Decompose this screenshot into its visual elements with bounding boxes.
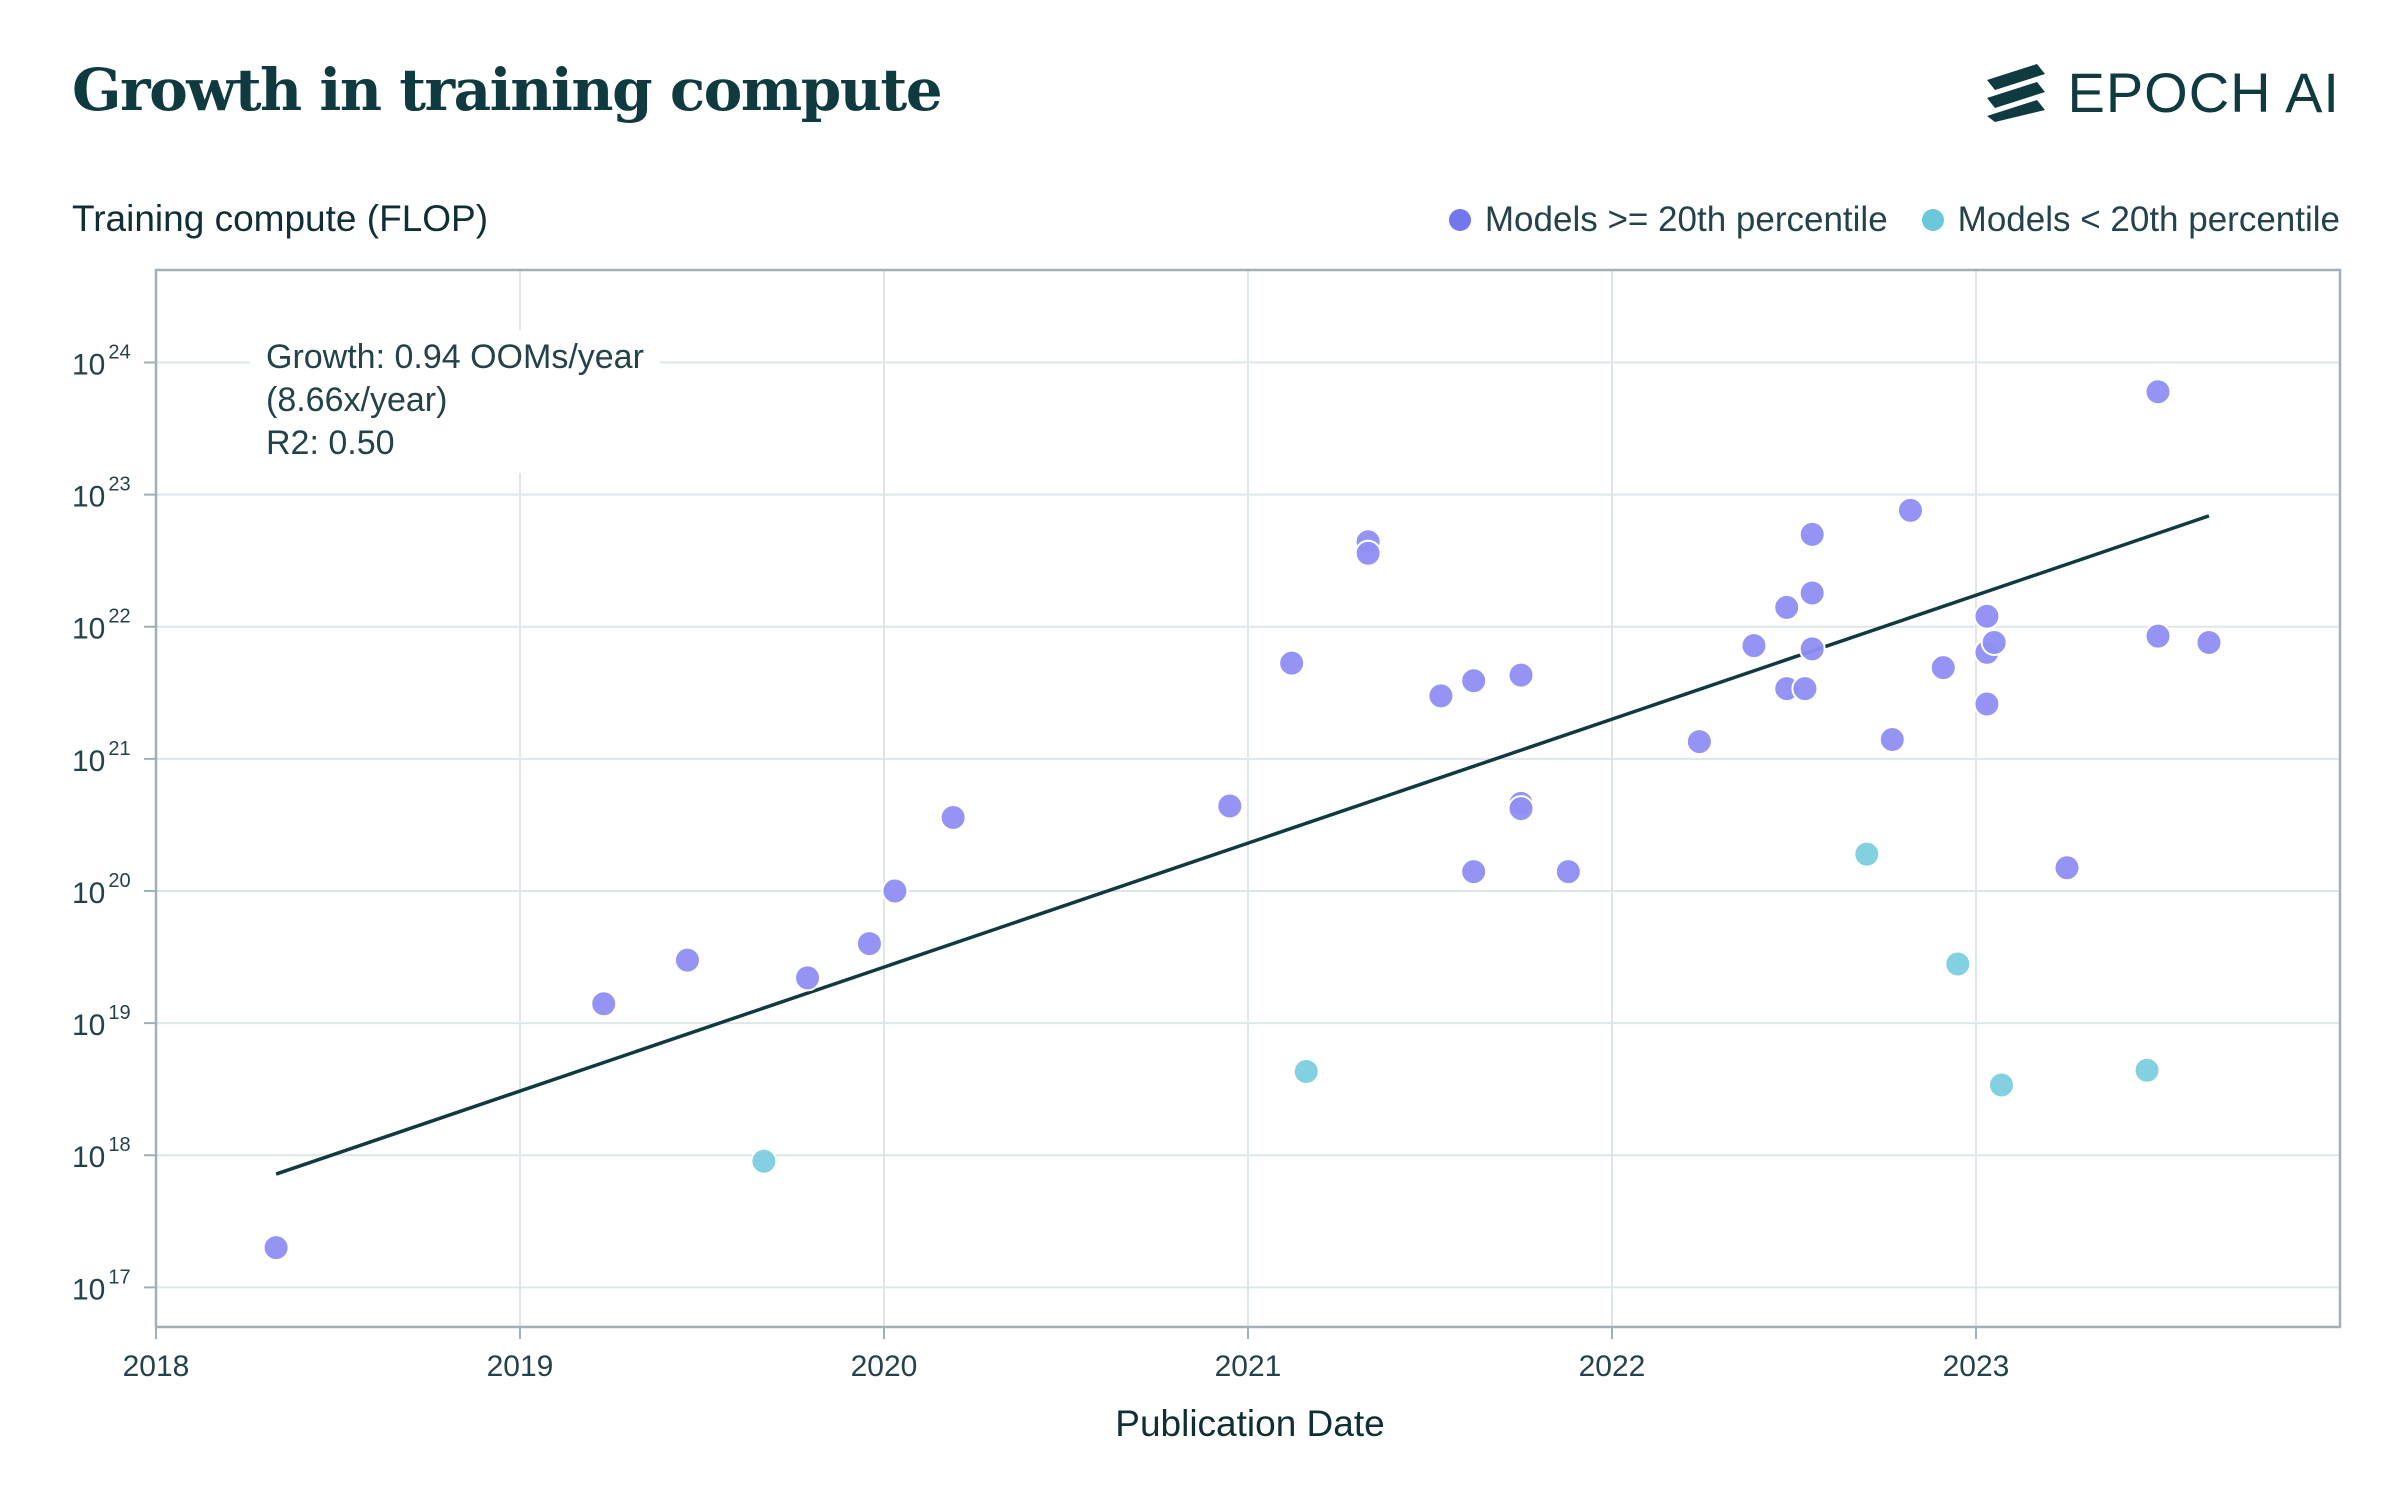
y-tick-label: 10 19 <box>72 1002 131 1042</box>
data-point-high <box>1929 654 1957 682</box>
trend-line <box>275 514 2210 1176</box>
axis-layer <box>144 268 2342 1339</box>
data-point-high <box>1973 602 2001 630</box>
data-point-high <box>1798 520 1826 548</box>
y-tick-label: 10 22 <box>72 606 131 646</box>
y-axis-label: Training compute (FLOP) <box>72 198 489 239</box>
data-point-high <box>1878 726 1906 754</box>
data-point-high <box>1740 632 1768 660</box>
data-point-high <box>1798 579 1826 607</box>
data-point-high <box>1554 858 1582 886</box>
x-tick-label: 2018 <box>123 1350 190 1383</box>
annotation-growth: Growth: 0.94 OOMs/year <box>266 338 644 376</box>
data-point-high <box>1354 539 1382 567</box>
legend-dot-high <box>1448 209 1471 231</box>
legend-dot-low <box>1921 209 1944 231</box>
x-tick-label: 2023 <box>1943 1350 2010 1383</box>
annotation-multiplier: (8.66x/year) <box>266 381 448 419</box>
growth-annotation: Growth: 0.94 OOMs/year (8.66x/year) R2: … <box>250 330 660 473</box>
data-point-high <box>1460 667 1488 695</box>
legend: Models >= 20th percentile Models < 20th … <box>1448 200 2340 240</box>
y-tick-label: 10 18 <box>72 1134 131 1174</box>
data-point-high <box>1427 682 1455 710</box>
data-point-high <box>1278 649 1306 677</box>
y-tick-label: 10 20 <box>72 870 131 910</box>
data-point-high <box>881 877 909 905</box>
data-point-high <box>855 930 883 958</box>
epoch-ai-logo: EPOCH AI <box>1985 60 2340 125</box>
data-point-high <box>1685 728 1713 756</box>
data-point-high <box>1896 496 1924 524</box>
y-tick-label: 10 17 <box>72 1266 131 1306</box>
point-layer <box>262 378 2223 1262</box>
x-tick-label: 2021 <box>1215 1350 1282 1383</box>
x-tick-label: 2022 <box>1579 1350 1646 1383</box>
plot-frame <box>154 268 2342 1329</box>
data-point-low <box>750 1147 778 1175</box>
data-point-high <box>1791 675 1819 703</box>
trend-layer <box>275 514 2210 1176</box>
legend-item-high: Models >= 20th percentile <box>1448 200 1888 240</box>
data-point-low <box>1944 950 1972 978</box>
data-point-high <box>2144 622 2172 650</box>
legend-item-low: Models < 20th percentile <box>1921 200 2340 240</box>
data-point-low <box>1853 840 1881 868</box>
annotation-r2: R2: 0.50 <box>266 424 395 462</box>
data-point-high <box>2195 628 2223 656</box>
epoch-logo-icon <box>1987 63 2046 122</box>
chart-title: Growth in training compute <box>72 56 943 124</box>
data-point-high <box>1798 635 1826 663</box>
x-axis-label: Publication Date <box>1115 1403 1385 1444</box>
logo-text: EPOCH AI <box>2067 61 2340 124</box>
data-point-high <box>1507 661 1535 689</box>
data-point-low <box>1292 1058 1320 1086</box>
data-point-high <box>673 946 701 974</box>
data-point-high <box>1507 795 1535 823</box>
data-point-high <box>1216 792 1244 820</box>
data-point-low <box>1987 1071 2015 1099</box>
data-point-low <box>2133 1056 2161 1084</box>
y-tick-label: 10 23 <box>72 474 131 514</box>
data-point-high <box>1773 593 1801 621</box>
legend-label-high: Models >= 20th percentile <box>1484 200 1888 239</box>
data-point-high <box>1980 628 2008 656</box>
data-point-high <box>2053 854 2081 882</box>
legend-label-low: Models < 20th percentile <box>1957 200 2340 239</box>
data-point-high <box>2144 378 2172 406</box>
data-point-high <box>262 1234 290 1262</box>
x-tick-label: 2019 <box>487 1350 554 1383</box>
data-point-high <box>794 964 822 992</box>
y-tick-label: 10 24 <box>72 341 131 381</box>
x-tick-label: 2020 <box>851 1350 918 1383</box>
data-point-high <box>590 990 618 1018</box>
data-point-high <box>939 803 967 831</box>
data-point-high <box>1973 690 2001 718</box>
y-tick-label: 10 21 <box>72 738 131 778</box>
data-point-high <box>1460 858 1488 886</box>
